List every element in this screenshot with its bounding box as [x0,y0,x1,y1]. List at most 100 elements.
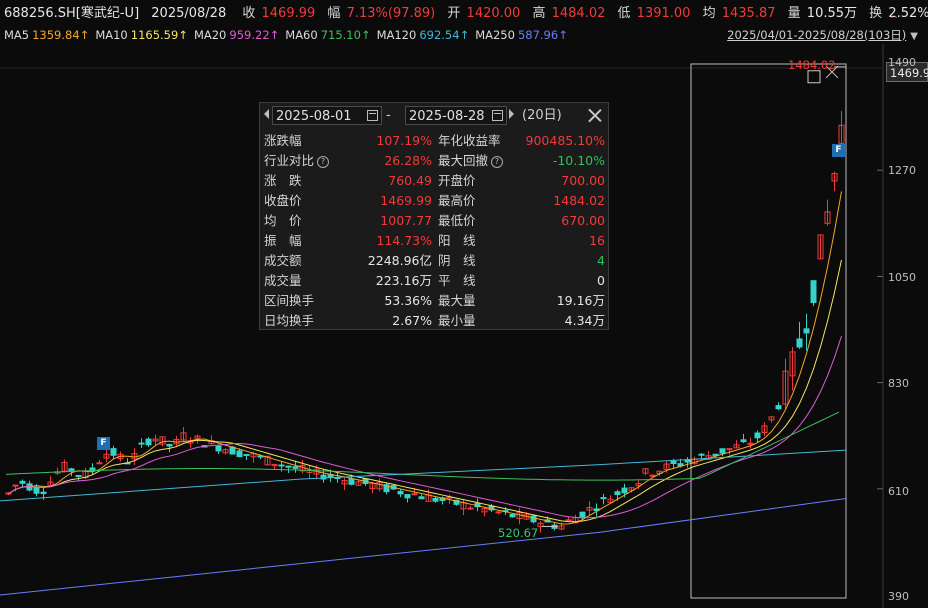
open-label: 开 [447,6,461,21]
ma-label: MA120 [376,28,417,42]
candle-body [446,496,453,499]
stat-value: 670.00 [561,213,605,228]
ma-item: MA120 692.54↑ [377,28,470,42]
current-price-tag: 1469.9 [886,62,928,82]
candle-body [397,490,404,495]
stats-row: 均 价 1007.77 最低价 670.00 [260,211,608,231]
price-tick: 830 [888,377,909,390]
candle-body [537,522,544,527]
end-date-field[interactable]: 2025-08-28 [405,106,507,125]
candle-body [726,448,733,451]
change-label: 幅 [327,6,341,21]
ma-value: 587.96↑ [517,28,568,42]
candle-body [495,511,502,514]
candle-body [166,443,173,447]
ma-value: 959.22↑ [229,28,280,42]
candlestick-chart[interactable] [0,44,928,608]
stat-value: -10.10% [552,153,605,168]
candle-body [271,463,278,467]
start-date-field[interactable]: 2025-08-01 [272,106,382,125]
stat-label: 最高价 [438,193,476,208]
days-count: (20日) [522,108,562,123]
candle-body [75,474,82,477]
stats-row: 行业对比? 26.28% 最大回撤? -10.10% [260,151,608,171]
candle-body [152,438,159,442]
close-icon[interactable] [588,108,602,122]
dropdown-triangle-icon: ▼ [910,31,918,42]
calendar-icon[interactable] [367,110,378,121]
stat-label: 最大量 [438,293,476,308]
candle-body [782,370,789,405]
date-range-selector[interactable]: 2025/04/01-2025/08/28(103日) ▼ [727,26,918,46]
candle-body [222,449,229,454]
candle-body [12,484,19,487]
change-value: 7.13%(97.89) [346,6,436,21]
help-icon[interactable]: ? [317,156,330,168]
max-price-label: 1484.02 [788,58,836,72]
price-tick: 1270 [888,164,916,177]
candle-body [467,507,474,510]
stats-row: 成交额 2248.96亿阴 线 4 [260,251,608,271]
date-separator: - [386,108,391,123]
candle-body [33,487,40,494]
stat-label: 年化收益率 [438,133,501,148]
event-badge-icon[interactable]: F [97,437,110,450]
ma-item: MA60 715.10↑ [285,28,370,42]
close-label: 收 [242,6,256,21]
candle-body [796,338,803,348]
stats-row: 涨 跌 760.49 开盘价 700.00 [260,171,608,191]
ma-value: 715.10↑ [320,28,371,42]
selection-box [690,63,847,599]
candle-body [775,405,782,410]
stats-row: 收盘价 1469.99 最高价 1484.02 [260,191,608,211]
high-value: 1484.02 [551,6,606,21]
candle-body [383,484,390,493]
candle-body [719,448,726,454]
candle-body [411,493,418,496]
stat-label: 区间换手 [264,293,315,308]
ma-line [0,449,847,502]
stats-row: 涨跌幅 107.19% 年化收益率 900485.10% [260,131,608,151]
open-value: 1420.00 [466,6,521,21]
event-badge-icon[interactable]: F [832,144,845,157]
candle-body [159,436,166,445]
candle-body [600,497,607,500]
candle-body [768,416,775,421]
ma-label: MA20 [193,28,227,42]
low-label: 低 [617,6,631,21]
candle-body [180,432,187,441]
stat-value: 16 [589,233,605,248]
candle-body [103,453,110,459]
candle-body [761,425,768,433]
calendar-icon[interactable] [492,110,503,121]
candle-body [712,453,719,456]
candle-body [145,438,152,446]
help-icon[interactable]: ? [491,156,504,168]
next-arrow-icon[interactable] [509,109,514,119]
candle-body [684,459,691,463]
turn-value: 2.52% [888,6,928,21]
date-range-text: 2025/04/01-2025/08/28(103日) [727,28,907,42]
candle-body [320,474,327,480]
stat-value: 2.67% [392,313,432,328]
candle-body [47,481,54,486]
high-label: 高 [532,6,546,21]
stat-value: 223.16万 [375,273,432,288]
stat-label: 均 价 [264,213,302,228]
candle-body [194,435,201,439]
candle-body [558,525,565,530]
mark-square [807,70,821,84]
ma-line [0,497,847,596]
ma-line [8,259,842,523]
stock-code[interactable]: 688256.SH[寒武纪-U] [4,6,140,21]
prev-arrow-icon[interactable] [264,109,269,119]
stat-label: 阴 线 [438,253,476,268]
candle-body [621,487,628,494]
more-indicator[interactable]: .. [890,7,898,21]
candle-body [5,492,12,495]
candle-body [110,448,117,456]
stat-label: 最大回撤? [438,151,504,171]
candle-body [341,479,348,485]
stat-value: 700.00 [561,173,605,188]
interval-stats-panel: 2025-08-01 - 2025-08-28 (20日) 涨跌幅 107.19%… [259,102,609,330]
